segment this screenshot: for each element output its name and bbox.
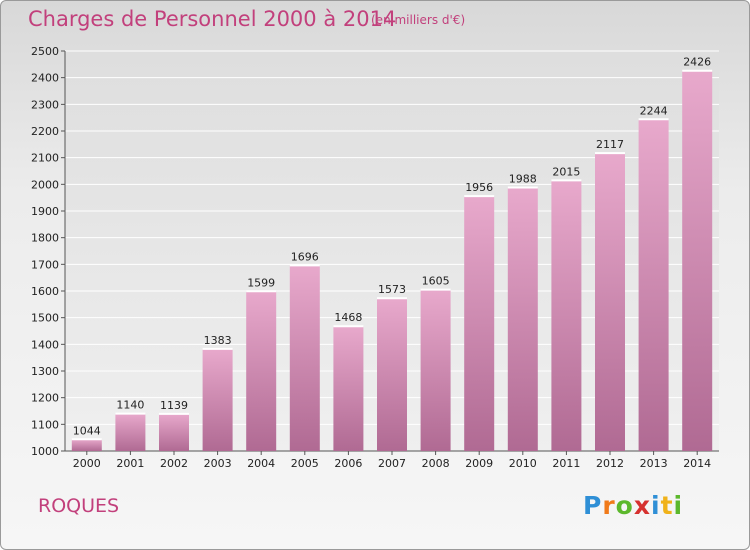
y-tick-label: 2500 (31, 45, 59, 58)
x-tick-label: 2002 (160, 457, 188, 470)
bar (71, 439, 102, 451)
chart-title: Charges de Personnel 2000 à 2014 (28, 7, 397, 31)
bar-value-label: 1956 (465, 181, 493, 194)
bar (420, 289, 451, 451)
x-tick-label: 2006 (334, 457, 362, 470)
bar (377, 298, 407, 451)
y-tick-label: 1900 (31, 205, 59, 218)
bar (551, 180, 582, 452)
bar (682, 70, 713, 451)
bar-value-label: 2244 (640, 104, 668, 117)
bar (246, 291, 277, 451)
bar-value-label: 1605 (422, 275, 450, 288)
bar (507, 187, 538, 452)
x-tick-label: 2004 (247, 457, 275, 470)
bar-value-label: 1383 (204, 334, 232, 347)
bar-value-label: 2426 (683, 56, 711, 69)
x-tick-label: 2010 (509, 457, 537, 470)
x-tick-label: 2011 (552, 457, 580, 470)
bar-value-label: 1139 (160, 399, 188, 412)
logo-letter: P (583, 491, 603, 520)
y-tick-label: 1500 (31, 312, 59, 325)
bar (595, 153, 625, 451)
bar-value-label: 1988 (509, 173, 537, 186)
y-tick-label: 2200 (31, 125, 59, 138)
y-tick-label: 2000 (31, 178, 59, 191)
x-tick-label: 2001 (116, 457, 144, 470)
commune-name: ROQUES (38, 495, 120, 517)
bar (464, 196, 495, 451)
x-tick-label: 2013 (640, 457, 668, 470)
y-tick-label: 1200 (31, 392, 59, 405)
logo-letter: t (660, 491, 674, 520)
y-tick-label: 1100 (31, 418, 59, 431)
y-tick-label: 2300 (31, 98, 59, 111)
bar (638, 119, 669, 452)
proxiti-logo: Proxiti (583, 491, 683, 520)
logo-letter: o (615, 491, 634, 520)
logo-letter: i (673, 491, 684, 520)
logo-letter: r (602, 491, 616, 520)
bar-value-label: 1468 (334, 311, 362, 324)
y-tick-label: 1800 (31, 232, 59, 245)
x-tick-label: 2009 (465, 457, 493, 470)
logo-letter: i (651, 491, 661, 520)
y-tick-label: 1700 (31, 258, 59, 271)
y-tick-label: 1600 (31, 285, 59, 298)
y-tick-label: 2400 (31, 72, 59, 85)
bar-value-label: 2015 (552, 165, 580, 178)
bar-value-label: 2117 (596, 138, 624, 151)
x-tick-label: 2005 (291, 457, 319, 470)
y-tick-label: 1000 (31, 445, 59, 458)
x-tick-label: 2012 (596, 457, 624, 470)
bar-value-label: 1696 (291, 250, 319, 263)
chart-unit: (en milliers d'€) (371, 13, 466, 27)
x-tick-label: 2007 (378, 457, 406, 470)
x-tick-label: 2000 (73, 457, 101, 470)
bar (333, 326, 364, 451)
y-tick-label: 1400 (31, 338, 59, 351)
x-tick-label: 2008 (422, 457, 450, 470)
y-tick-label: 1300 (31, 365, 59, 378)
bar-value-label: 1140 (116, 399, 144, 412)
bar-value-label: 1599 (247, 276, 275, 289)
bar-value-label: 1044 (73, 424, 101, 437)
bar-value-label: 1573 (378, 283, 406, 296)
y-tick-label: 2100 (31, 152, 59, 165)
bar (202, 348, 233, 451)
x-tick-label: 2014 (683, 457, 711, 470)
bar (289, 265, 320, 451)
bar (115, 413, 146, 451)
logo-letter: x (633, 491, 651, 520)
bar (159, 413, 189, 451)
x-tick-label: 2003 (204, 457, 232, 470)
